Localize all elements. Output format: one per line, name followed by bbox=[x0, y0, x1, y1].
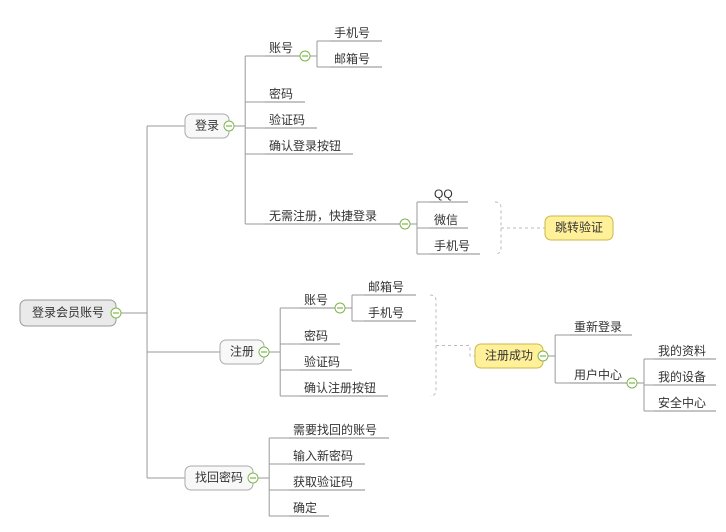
node-label-jump_verify: 跳转验证 bbox=[555, 220, 603, 235]
node-login_quick: 无需注册，快捷登录 bbox=[269, 208, 377, 223]
toggle-icon[interactable] bbox=[538, 351, 548, 361]
node-uc_devices: 我的设备 bbox=[658, 369, 706, 384]
node-reg_pwd: 密码 bbox=[304, 328, 328, 343]
toggle-icon[interactable] bbox=[259, 347, 269, 357]
node-login_pwd: 密码 bbox=[269, 86, 293, 101]
node-reg_confirm: 确认注册按钮 bbox=[304, 380, 376, 395]
node-uc_security: 安全中心 bbox=[658, 395, 706, 410]
node-uc_profile: 我的资料 bbox=[658, 343, 706, 358]
node-reg_captcha: 验证码 bbox=[304, 354, 340, 369]
node-reg_email: 邮箱号 bbox=[368, 279, 404, 294]
toggle-icon[interactable] bbox=[111, 308, 121, 318]
node-label-login: 登录 bbox=[195, 118, 219, 133]
node-label-recover: 找回密码 bbox=[195, 470, 243, 485]
mindmap-canvas: 登录会员账号登录注册找回密码账号密码验证码确认登录按钮无需注册，快捷登录手机号邮… bbox=[0, 0, 726, 532]
node-rec_acct: 需要找回的账号 bbox=[293, 422, 377, 437]
node-login_captcha: 验证码 bbox=[269, 112, 305, 127]
node-label-root: 登录会员账号 bbox=[32, 305, 104, 320]
node-rec_newpwd: 输入新密码 bbox=[293, 448, 353, 463]
node-login_email: 邮箱号 bbox=[334, 51, 370, 66]
node-reg_acct: 账号 bbox=[304, 293, 328, 307]
toggle-icon[interactable] bbox=[627, 378, 637, 388]
node-user_center: 用户中心 bbox=[574, 367, 622, 382]
node-label-reg_success: 注册成功 bbox=[485, 348, 533, 363]
toggle-icon[interactable] bbox=[248, 473, 258, 483]
node-reg_phone: 手机号 bbox=[368, 306, 404, 320]
node-login_confirm: 确认登录按钮 bbox=[269, 138, 341, 153]
node-rec_captcha: 获取验证码 bbox=[293, 474, 353, 489]
node-quick_phone: 手机号 bbox=[434, 239, 470, 253]
toggle-icon[interactable] bbox=[400, 219, 410, 229]
toggle-icon[interactable] bbox=[335, 303, 345, 313]
node-quick_wechat: 微信 bbox=[434, 213, 458, 227]
node-label-register: 注册 bbox=[230, 344, 254, 359]
toggle-icon[interactable] bbox=[300, 51, 310, 61]
node-login_acct: 账号 bbox=[269, 41, 293, 55]
toggle-icon[interactable] bbox=[224, 121, 234, 131]
node-quick_qq: QQ bbox=[434, 187, 453, 201]
node-relogin: 重新登录 bbox=[574, 319, 622, 334]
node-rec_confirm: 确定 bbox=[293, 500, 317, 515]
node-login_phone: 手机号 bbox=[334, 26, 370, 40]
